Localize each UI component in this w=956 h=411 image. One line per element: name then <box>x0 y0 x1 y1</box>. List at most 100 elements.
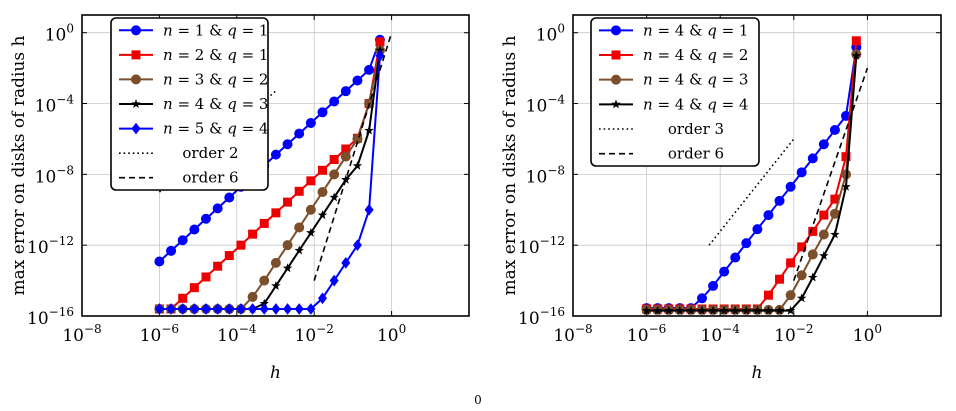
data-point <box>841 181 851 191</box>
data-point <box>352 239 362 252</box>
data-point <box>807 153 818 164</box>
data-point <box>774 305 785 315</box>
data-point <box>329 274 339 287</box>
legend-label: n = 4 & q = 1 <box>643 21 748 39</box>
data-point <box>808 272 818 282</box>
data-point <box>213 261 223 271</box>
data-point <box>306 176 316 186</box>
data-point <box>641 305 652 315</box>
data-point <box>796 293 807 303</box>
data-point <box>248 303 258 315</box>
data-point <box>611 25 621 36</box>
x-tick-label: 10−8 <box>62 322 101 346</box>
x-tick-label: 10−4 <box>701 322 741 346</box>
data-point <box>131 50 141 60</box>
data-point <box>294 245 304 255</box>
series-line <box>793 67 869 281</box>
y-tick-label: 100 <box>536 22 565 46</box>
data-point <box>213 303 223 315</box>
data-point <box>352 160 363 170</box>
data-point <box>306 227 316 237</box>
data-point <box>189 283 199 293</box>
data-point <box>212 203 223 214</box>
legend-box <box>110 17 269 191</box>
data-point <box>317 187 328 198</box>
data-point <box>752 305 763 315</box>
data-point <box>317 210 328 220</box>
legend-label: order 6 <box>182 169 238 187</box>
legend-item: n = 5 & q = 4 <box>119 120 268 138</box>
legend: n = 1 & q = 1 n = 2 & q = 1 n = 3 & q = 2 n… <box>110 17 269 191</box>
data-point <box>352 75 363 86</box>
legend-label: order 6 <box>668 145 724 163</box>
data-point <box>329 192 339 202</box>
data-point <box>200 213 211 224</box>
data-point <box>131 122 141 135</box>
data-point <box>775 274 785 284</box>
legend-item: n = 4 & q = 4 <box>599 95 748 113</box>
legend-item: n = 4 & q = 3 <box>119 95 268 113</box>
data-point <box>259 218 269 228</box>
data-point <box>271 208 281 218</box>
legend-label: n = 4 & q = 3 <box>163 95 268 113</box>
legend-label: n = 5 & q = 4 <box>163 120 268 138</box>
data-point <box>664 305 674 315</box>
data-point <box>236 303 246 315</box>
data-point <box>294 128 305 139</box>
series-6 <box>313 32 393 281</box>
legend-label: order 3 <box>668 120 724 138</box>
data-point <box>131 25 141 36</box>
plot-frame <box>572 14 942 317</box>
legend-label: n = 4 & q = 4 <box>643 95 748 113</box>
chart-panel-left: 10−8 10−6 10−4 10−2 10010−1610−1210−810−4100… <box>9 14 470 383</box>
data-point <box>317 292 327 305</box>
legend-item: order 3 <box>599 120 724 138</box>
data-point <box>340 151 351 162</box>
legend-item: n = 1 & q = 1 <box>119 21 268 39</box>
data-point <box>774 195 785 206</box>
x-tick-label: 100 <box>377 322 406 346</box>
data-point <box>282 139 293 150</box>
data-point <box>796 167 807 178</box>
data-point <box>154 303 164 315</box>
data-point <box>785 305 796 315</box>
data-point <box>259 275 270 286</box>
data-point <box>166 245 177 256</box>
data-point <box>819 250 829 260</box>
data-point <box>294 222 305 233</box>
data-point <box>696 293 707 304</box>
data-point <box>177 235 188 246</box>
legend-item: n = 4 & q = 1 <box>599 21 748 39</box>
legend-item: n = 2 & q = 1 <box>119 46 268 64</box>
data-point <box>708 305 718 315</box>
data-point <box>686 305 696 315</box>
data-point <box>763 290 773 300</box>
y-tick-label: 10−12 <box>518 234 565 258</box>
data-point <box>131 99 141 108</box>
data-point <box>341 144 351 154</box>
data-point <box>741 238 752 249</box>
x-tick-label: 10−8 <box>553 322 592 346</box>
data-point <box>166 303 176 315</box>
data-point <box>341 257 351 269</box>
y-tick-label: 10−8 <box>526 163 565 187</box>
series-line <box>313 32 393 281</box>
plot-area <box>154 32 393 315</box>
data-point <box>340 86 351 97</box>
data-point <box>329 155 339 165</box>
data-point <box>675 305 685 315</box>
data-point <box>189 303 199 315</box>
data-point <box>329 96 340 107</box>
x-tick-label: 10−6 <box>627 322 666 346</box>
data-point <box>294 303 304 315</box>
data-point <box>830 229 840 239</box>
data-point <box>259 303 269 315</box>
x-tick-label: 10−4 <box>217 322 257 346</box>
plot-area <box>641 36 869 315</box>
data-point <box>697 305 707 315</box>
legend-item: n = 4 & q = 2 <box>599 46 748 64</box>
data-point <box>270 149 281 160</box>
data-point <box>270 257 281 268</box>
legend-label: order 2 <box>182 144 238 162</box>
